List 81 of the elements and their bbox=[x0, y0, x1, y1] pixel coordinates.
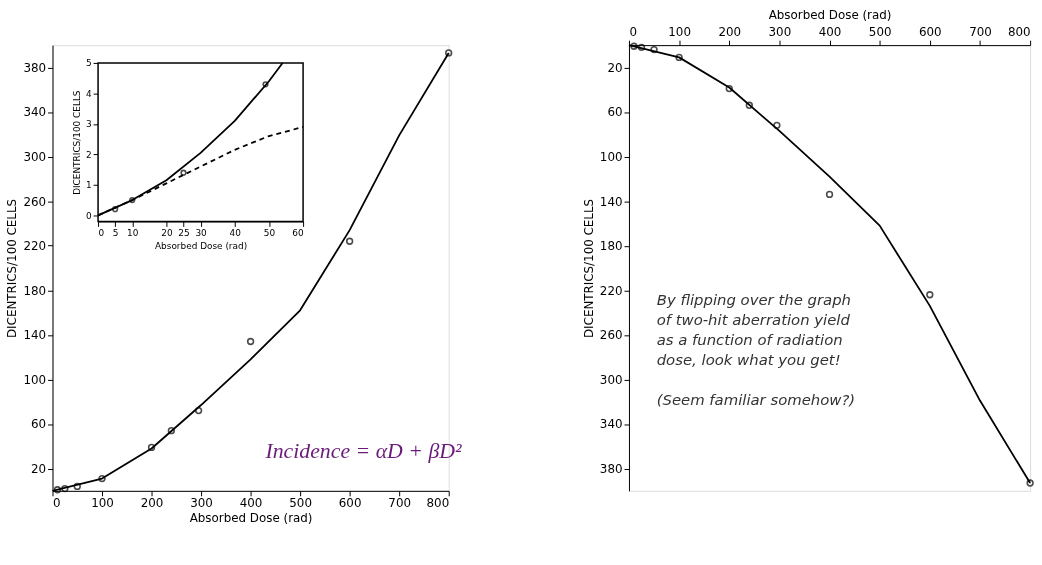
y-tick-label: 1 bbox=[85, 180, 92, 191]
point bbox=[345, 237, 354, 245]
point bbox=[246, 337, 255, 346]
y-tick-label: 260 bbox=[599, 328, 623, 343]
x-axis-title: Absorbed Dose (rad) bbox=[155, 240, 248, 251]
y-tick-label: 180 bbox=[599, 239, 623, 254]
x-tick-label: 300 bbox=[768, 24, 792, 39]
x-tick-label: 100 bbox=[668, 24, 691, 39]
annotation: Incidence = αD + βD² bbox=[264, 439, 463, 464]
point bbox=[180, 169, 187, 176]
x-tick-label: 400 bbox=[239, 496, 263, 511]
y-tick-label: 380 bbox=[599, 462, 623, 477]
y-tick-label: 300 bbox=[23, 150, 47, 165]
y-tick-label: 380 bbox=[23, 60, 47, 75]
x-tick-label: 600 bbox=[918, 24, 942, 39]
x-tick-label: 30 bbox=[195, 227, 208, 238]
y-tick-label: 3 bbox=[85, 119, 92, 130]
x-tick-label: 5 bbox=[112, 227, 119, 238]
x-tick-label: 0 bbox=[98, 227, 105, 238]
point bbox=[73, 482, 81, 491]
point bbox=[637, 43, 646, 52]
x-axis-title: Absorbed Dose (rad) bbox=[768, 7, 892, 22]
y-tick-label: 100 bbox=[599, 150, 623, 165]
y-tick-label: 60 bbox=[30, 417, 47, 432]
y-tick-label: 20 bbox=[30, 462, 47, 477]
y-tick-label: 140 bbox=[599, 194, 623, 209]
y-tick-label: 180 bbox=[23, 283, 47, 298]
point bbox=[167, 427, 176, 435]
x-tick-label: 500 bbox=[868, 24, 892, 39]
y-tick-label: 2 bbox=[85, 149, 92, 160]
x-tick-label: 0 bbox=[52, 496, 61, 511]
annotation: (Seem familiar somehow?) bbox=[656, 390, 856, 409]
point bbox=[147, 443, 156, 452]
point bbox=[112, 206, 119, 213]
x-tick-label: 200 bbox=[718, 24, 742, 39]
y-tick-label: 0 bbox=[85, 210, 92, 221]
x-tick-label: 700 bbox=[969, 24, 992, 39]
y-tick-label: 220 bbox=[23, 239, 47, 254]
point bbox=[262, 81, 269, 88]
y-tick-label: 340 bbox=[599, 417, 623, 432]
point bbox=[98, 474, 106, 483]
y-tick-label: 300 bbox=[599, 372, 623, 387]
y-tick-label: 60 bbox=[607, 105, 623, 120]
point bbox=[745, 101, 753, 109]
point bbox=[675, 53, 683, 62]
x-tick-label: 40 bbox=[229, 227, 242, 238]
x-tick-label: 800 bbox=[426, 496, 450, 511]
x-tick-label: 500 bbox=[289, 496, 312, 511]
point bbox=[773, 121, 781, 130]
x-tick-label: 0 bbox=[629, 24, 638, 39]
point bbox=[129, 196, 136, 204]
y-axis-title: DICENTRICS/100 CELLS bbox=[5, 198, 20, 339]
y-axis-title: DICENTRICS/100 CELLS bbox=[72, 90, 83, 195]
y-tick-label: 100 bbox=[23, 372, 47, 387]
x-tick-label: 400 bbox=[818, 24, 842, 39]
point bbox=[650, 45, 658, 54]
x-tick-label: 800 bbox=[1007, 24, 1031, 39]
point bbox=[725, 84, 733, 93]
y-tick-label: 4 bbox=[85, 88, 92, 99]
x-tick-label: 50 bbox=[263, 227, 276, 238]
x-tick-label: 700 bbox=[388, 496, 411, 511]
annotation: By flipping over the graph of two-hit aberration yield as a function of radiation dose, look what you get! bbox=[656, 290, 851, 369]
y-tick-label: 220 bbox=[599, 283, 623, 298]
y-tick-label: 340 bbox=[23, 105, 47, 120]
x-axis-title: Absorbed Dose (rad) bbox=[189, 511, 313, 526]
y-tick-label: 140 bbox=[23, 328, 47, 343]
y-tick-label: 260 bbox=[23, 194, 47, 209]
point bbox=[825, 190, 834, 199]
x-tick-label: 20 bbox=[161, 227, 173, 238]
point bbox=[926, 291, 934, 299]
x-tick-label: 300 bbox=[190, 496, 213, 511]
x-tick-label: 25 bbox=[178, 227, 190, 238]
y-tick-label: 5 bbox=[85, 58, 92, 69]
point bbox=[61, 484, 69, 493]
x-tick-label: 600 bbox=[338, 496, 362, 511]
y-tick-label: 20 bbox=[607, 60, 623, 75]
x-tick-label: 10 bbox=[127, 227, 139, 238]
y-axis-title: DICENTRICS/100 CELLS bbox=[581, 198, 596, 339]
point bbox=[194, 406, 203, 415]
x-tick-label: 60 bbox=[292, 227, 304, 238]
x-tick-label: 200 bbox=[140, 496, 164, 511]
